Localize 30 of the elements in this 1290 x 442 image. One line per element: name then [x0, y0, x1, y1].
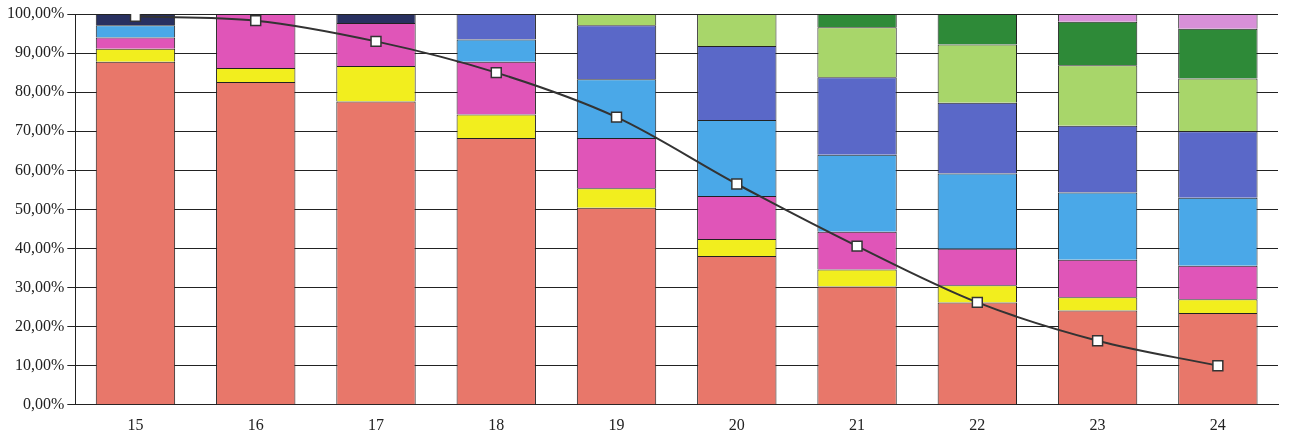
y-tick-label: 40,00% [15, 238, 65, 256]
x-tick-label: 20 [728, 415, 745, 433]
y-tick-label: 90,00% [15, 43, 65, 61]
point [370, 35, 382, 48]
point [610, 111, 623, 123]
y-tick-label: 50,00% [15, 199, 65, 217]
y-tick-label: 100,00% [7, 4, 65, 22]
x-tick-label: 16 [247, 415, 264, 433]
point [731, 178, 743, 190]
y-tick-label: 70,00% [15, 121, 65, 139]
point [1212, 360, 1224, 372]
point [851, 240, 863, 252]
x-tick-label: 18 [488, 415, 505, 433]
y-tick-label: 0,00% [23, 395, 65, 412]
x-tick-label: 23 [1089, 415, 1106, 433]
point [1091, 335, 1104, 347]
point [250, 14, 262, 27]
x-tick-label: 17 [368, 415, 384, 433]
x-tick-label: 24 [1209, 415, 1226, 433]
y-tick-label: 30,00% [15, 277, 65, 295]
y-tick-label: 60,00% [15, 160, 65, 178]
x-tick-label: 19 [608, 415, 625, 433]
y-tick-label: 80,00% [15, 82, 65, 100]
x-tick-label: 22 [969, 415, 986, 433]
point [971, 296, 984, 309]
y-tick-label: 10,00% [15, 355, 65, 373]
y-tick-label: 20,00% [15, 316, 65, 334]
x-tick-label: 15 [127, 415, 144, 433]
point [490, 66, 502, 79]
x-tick-label: 21 [849, 415, 866, 433]
